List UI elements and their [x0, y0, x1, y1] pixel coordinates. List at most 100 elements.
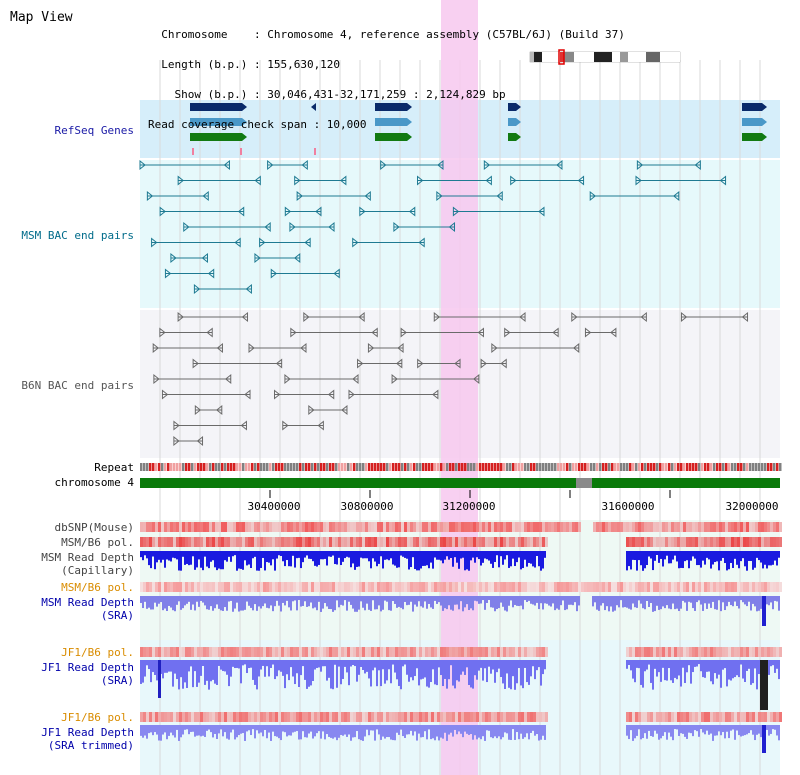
track-label-jf1-b6-pol-2[interactable]: JF1/B6 pol.	[61, 711, 134, 724]
repeat-segment	[734, 463, 737, 471]
repeat-segment	[236, 463, 239, 471]
dbsnp-cell	[656, 522, 659, 532]
msm-depth-sra-bar	[208, 596, 210, 610]
track-label-repeat[interactable]: Repeat	[94, 461, 134, 474]
track-label-b6n-bac[interactable]: B6N BAC end pairs	[21, 379, 134, 392]
jf1-b6-pol-cell	[701, 712, 704, 722]
jf1-depth-sra-bar	[700, 660, 702, 672]
jf1-b6-pol-cell	[284, 647, 287, 657]
jf1-depth-trimmed-bar	[408, 725, 410, 735]
jf1-b6-pol-cell	[194, 712, 197, 722]
msm-b6-pol-cell	[335, 582, 338, 592]
track-label-refseq[interactable]: RefSeq Genes	[54, 124, 134, 137]
jf1-b6-pol-cell	[266, 647, 269, 657]
msm-b6-pol-cell	[566, 582, 569, 592]
msm-b6-pol-cell	[293, 582, 296, 592]
msm-b6-pol-cell	[665, 537, 668, 547]
gene-strand-arrow	[762, 133, 767, 141]
msm-depth-sra-bar	[546, 596, 548, 604]
msm-bac-end	[556, 159, 563, 171]
jf1-depth-trimmed-bar	[346, 725, 348, 737]
msm-depth-sra-bar	[532, 596, 534, 605]
msm-b6-pol-cell	[641, 537, 644, 547]
jf1-b6-pol-cell	[341, 647, 344, 657]
msm-depth-capillary-bar	[696, 551, 698, 566]
msm-depth-capillary-bar	[304, 551, 306, 558]
jf1-b6-pol-cell	[473, 712, 476, 722]
msm-b6-pol-cell	[557, 582, 560, 592]
track-label-jf1-b6-pol-1[interactable]: JF1/B6 pol.	[61, 646, 134, 659]
track-label-msm-depth-sra[interactable]: MSM Read Depth	[41, 596, 134, 609]
msm-depth-sra-bar	[682, 596, 684, 601]
jf1-depth-trimmed-bar	[714, 725, 716, 736]
msm-b6-pol-cell	[524, 537, 527, 547]
ideogram-band	[620, 52, 628, 62]
msm-depth-capillary-bar	[316, 551, 318, 567]
chromosome-bar	[140, 478, 780, 488]
jf1-depth-sra-bar	[306, 660, 308, 689]
jf1-depth-sra-bar	[544, 660, 546, 670]
msm-depth-capillary-bar	[142, 551, 144, 561]
jf1-depth-trimmed-bar	[196, 725, 198, 736]
track-label-jf1-depth-sra[interactable]: JF1 Read Depth	[41, 661, 134, 674]
jf1-depth-trimmed-bar	[376, 725, 378, 730]
msm-depth-capillary-bar	[386, 551, 388, 560]
jf1-depth-trimmed-bar	[164, 725, 166, 733]
msm-depth-capillary-bar	[434, 551, 436, 558]
msm-b6-pol-cell	[668, 537, 671, 547]
track-label-jf1-depth-trim[interactable]: JF1 Read Depth	[41, 726, 134, 739]
jf1-depth-sra-bar	[728, 660, 730, 680]
jf1-depth-trimmed-bar	[630, 725, 632, 731]
track-label-msm-b6-pol-1[interactable]: MSM/B6 pol.	[61, 536, 134, 549]
jf1-b6-pol-cell	[185, 647, 188, 657]
msm-b6-pol-cell	[710, 582, 713, 592]
repeat-segment	[308, 463, 311, 471]
dbsnp-cell	[209, 522, 212, 532]
dbsnp-cell	[668, 522, 671, 532]
jf1-depth-trimmed-bar	[716, 725, 718, 736]
track-label-msm-bac[interactable]: MSM BAC end pairs	[21, 229, 134, 242]
msm-depth-sra-bar	[470, 596, 472, 609]
jf1-b6-pol-cell	[506, 712, 509, 722]
jf1-b6-pol-cell	[761, 712, 764, 722]
jf1-depth-trimmed-bar	[388, 725, 390, 738]
msm-depth-sra-bar	[594, 596, 596, 603]
jf1-b6-pol-cell	[398, 647, 401, 657]
dbsnp-cell	[686, 522, 689, 532]
b6n-bac-end	[433, 311, 441, 323]
msm-depth-sra-bar	[228, 596, 230, 602]
msm-depth-sra-bar	[778, 596, 780, 611]
b6n-bac-end	[391, 373, 398, 385]
msm-b6-pol-cell	[155, 537, 158, 547]
msm-b6-pol-cell	[410, 537, 413, 547]
repeat-segment	[755, 463, 758, 471]
msm-depth-capillary-bar	[524, 551, 526, 560]
msm-depth-capillary-bar	[776, 551, 778, 566]
msm-b6-pol-cell	[224, 582, 227, 592]
jf1-b6-pol-cell	[362, 712, 365, 722]
msm-bac-end	[270, 268, 278, 279]
msm-depth-sra-bar	[548, 596, 550, 606]
jf1-depth-trimmed-bar	[688, 725, 690, 733]
jf1-b6-pol-cell	[170, 647, 173, 657]
dbsnp-cell	[560, 522, 563, 532]
track-label-dbsnp[interactable]: dbSNP(Mouse)	[54, 521, 134, 534]
repeat-segment	[443, 463, 446, 471]
msm-b6-pol-cell	[647, 537, 650, 547]
msm-depth-sra-bar	[448, 596, 450, 606]
jf1-b6-pol-cell	[710, 647, 713, 657]
track-label-msm-b6-pol-2[interactable]: MSM/B6 pol.	[61, 581, 134, 594]
track-label-chromosome[interactable]: chromosome 4	[54, 476, 134, 489]
msm-bac-end	[183, 221, 190, 233]
track-label-msm-depth-cap[interactable]: MSM Read Depth	[41, 551, 134, 564]
msm-depth-sra-bar	[216, 596, 218, 605]
dbsnp-cell	[725, 522, 728, 532]
b6n-bac-end	[282, 420, 289, 431]
jf1-b6-pol-cell	[689, 647, 692, 657]
msm-depth-capillary-bar	[526, 551, 528, 567]
jf1-depth-sra-bar	[350, 660, 352, 667]
dbsnp-cell	[392, 522, 395, 532]
msm-depth-capillary-bar	[264, 551, 266, 571]
msm-bac-end	[510, 175, 517, 186]
